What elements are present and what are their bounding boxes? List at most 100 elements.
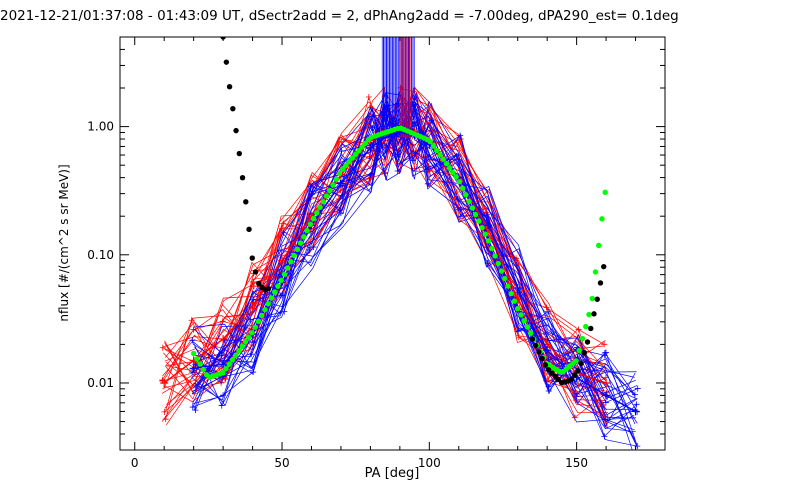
axes: 0 50 100 150 0.01 0.10 1.00 — [87, 36, 665, 470]
data-point — [268, 295, 275, 301]
plus-marker — [309, 191, 316, 198]
data-point — [437, 152, 443, 158]
data-point — [599, 216, 605, 222]
plus-marker — [545, 383, 552, 390]
data-point — [249, 255, 255, 261]
data-point — [320, 198, 326, 205]
series-black-3 — [220, 37, 272, 293]
data-point — [472, 211, 479, 218]
data-point — [236, 150, 243, 157]
trace-line — [192, 101, 636, 433]
x-axis-label: PA [deg] — [365, 466, 420, 481]
plus-marker — [159, 344, 166, 351]
plus-marker — [602, 399, 609, 406]
data-point — [252, 269, 259, 275]
x-tick-label: 50 — [274, 456, 289, 470]
plus-marker — [219, 318, 226, 325]
data-point — [197, 361, 203, 367]
data-point — [576, 347, 582, 354]
plus-marker — [572, 379, 579, 386]
data-point — [194, 356, 200, 362]
data-point — [190, 350, 197, 357]
data-point — [485, 238, 492, 244]
data-point — [591, 311, 597, 317]
data-point — [220, 370, 226, 376]
plus-marker — [189, 337, 196, 344]
data-point — [275, 283, 281, 289]
data-point — [596, 242, 602, 249]
plus-marker — [573, 393, 580, 400]
spike-mark — [409, 37, 412, 138]
plot-frame — [119, 36, 666, 451]
data-point — [466, 198, 472, 205]
trace-line — [194, 113, 636, 425]
data-point — [333, 176, 339, 182]
data-point — [301, 234, 307, 240]
data-point — [288, 259, 294, 265]
data-point — [327, 187, 333, 194]
plus-marker — [601, 349, 608, 356]
data-point — [495, 260, 501, 267]
data-point — [498, 268, 505, 274]
x-tick-label: 150 — [565, 456, 588, 470]
spike-mark — [399, 37, 402, 138]
data-point — [246, 334, 252, 340]
data-point — [265, 301, 271, 307]
plus-marker — [190, 326, 197, 333]
data-point — [230, 105, 236, 112]
plus-marker — [631, 391, 638, 398]
data-point — [189, 364, 198, 373]
spike-mark — [403, 37, 406, 138]
data-point — [453, 174, 459, 180]
data-point — [479, 224, 485, 231]
data-point — [433, 147, 440, 154]
spike-mark — [383, 37, 386, 138]
data-point — [575, 368, 581, 374]
data-point — [601, 263, 607, 270]
y-tick-label: 1.00 — [87, 120, 114, 134]
data-point — [248, 301, 257, 310]
data-point — [255, 318, 262, 325]
data-point — [532, 342, 539, 349]
data-point — [297, 240, 304, 246]
x-tick-label: 0 — [131, 456, 139, 470]
plus-marker — [309, 188, 316, 195]
data-point — [430, 143, 437, 149]
data-point — [529, 336, 536, 342]
data-point — [440, 156, 446, 162]
data-point — [223, 366, 229, 372]
plus-marker — [365, 94, 372, 101]
data-point — [307, 221, 314, 228]
data-point — [518, 312, 524, 318]
data-point — [336, 170, 343, 177]
trace-line — [193, 120, 634, 435]
data-point — [578, 360, 584, 367]
data-point — [236, 348, 242, 354]
data-point — [543, 346, 552, 355]
data-point — [304, 227, 310, 234]
spike-mark — [407, 37, 410, 138]
data-point — [239, 343, 245, 349]
plus-marker — [633, 401, 640, 408]
data-point — [219, 360, 228, 369]
data-point — [508, 290, 514, 297]
plus-marker — [218, 402, 225, 409]
data-point — [229, 357, 236, 363]
data-point — [571, 372, 578, 378]
data-point — [233, 127, 239, 134]
data-point — [602, 378, 611, 387]
data-point — [223, 59, 230, 65]
data-point — [323, 193, 330, 199]
data-point — [278, 256, 287, 265]
plus-marker — [543, 331, 550, 338]
data-point — [349, 155, 356, 161]
data-point — [291, 252, 297, 259]
data-point — [259, 312, 265, 319]
data-point — [484, 221, 493, 230]
data-point — [463, 192, 469, 198]
x-tick-label: 100 — [418, 456, 441, 470]
data-point — [330, 182, 336, 188]
plus-marker — [247, 351, 254, 358]
data-point — [579, 335, 586, 342]
data-point — [459, 185, 466, 191]
